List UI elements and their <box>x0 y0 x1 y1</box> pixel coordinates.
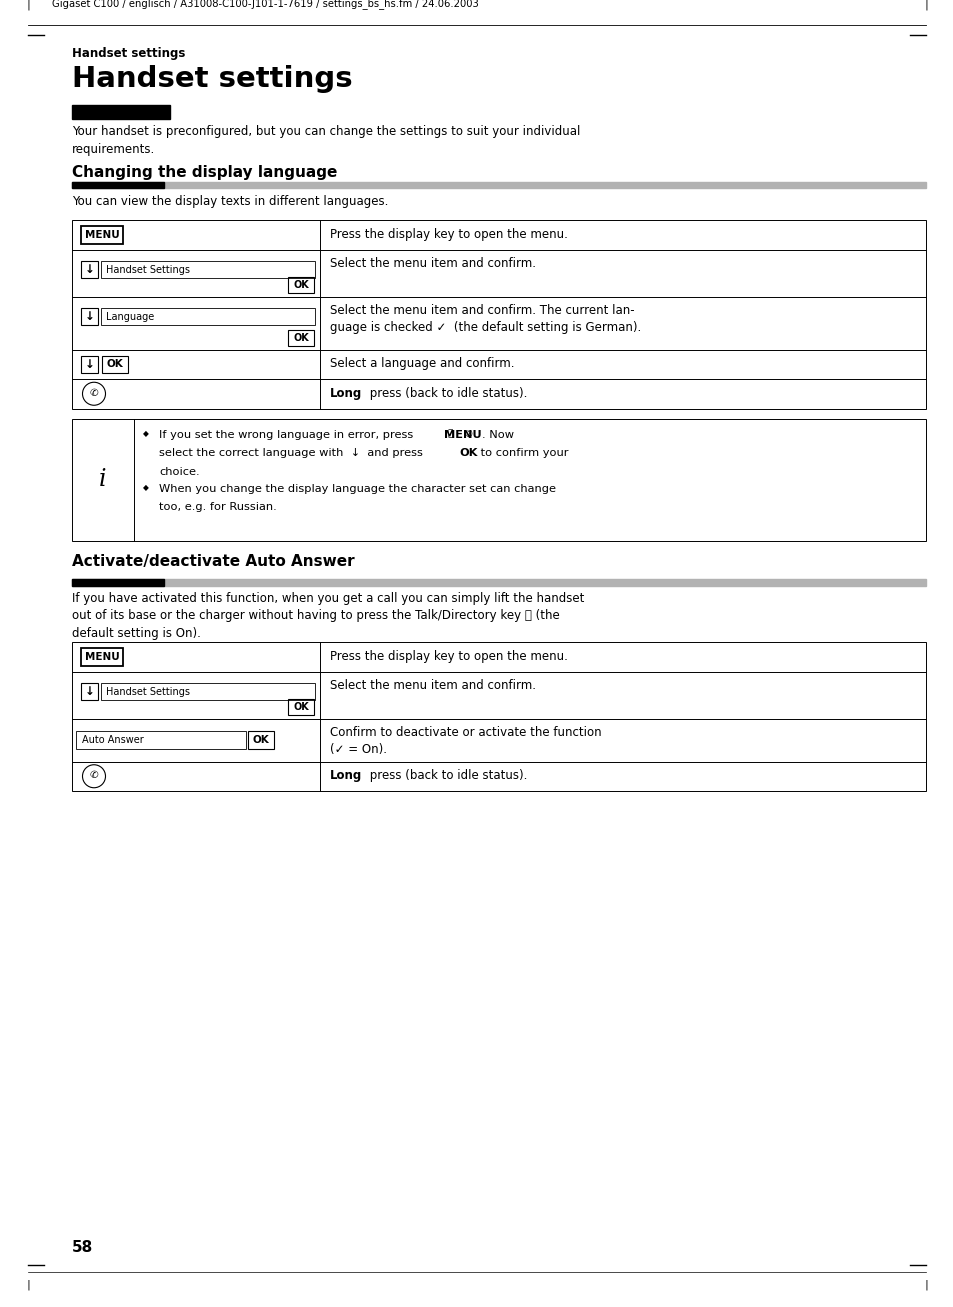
Bar <box>71 182 164 188</box>
Text: Handset Settings: Handset Settings <box>106 686 190 697</box>
Text: |: | <box>25 0 30 10</box>
Text: MENU: MENU <box>444 430 481 439</box>
Text: press (back to idle status).: press (back to idle status). <box>366 769 527 782</box>
Text: OK: OK <box>107 359 123 370</box>
Text: Handset Settings: Handset Settings <box>106 264 190 274</box>
Text: If you have activated this function, when you get a call you can simply lift the: If you have activated this function, whe… <box>71 592 584 639</box>
Bar <box>248 731 274 749</box>
Bar <box>288 329 314 345</box>
Text: Select the menu item and confirm. The current lan-
guage is checked ✓  (the defa: Select the menu item and confirm. The cu… <box>330 305 640 333</box>
Text: Press the display key to open the menu.: Press the display key to open the menu. <box>330 650 567 663</box>
Text: too, e.g. for Russian.: too, e.g. for Russian. <box>159 502 276 512</box>
Bar <box>101 684 314 701</box>
Text: OK: OK <box>293 702 309 712</box>
Bar <box>81 226 123 243</box>
Text: Select a language and confirm.: Select a language and confirm. <box>330 357 514 370</box>
Text: Select the menu item and confirm.: Select the menu item and confirm. <box>330 680 536 691</box>
Text: select the correct language with  ↓  and press: select the correct language with ↓ and p… <box>159 448 426 457</box>
Text: OK: OK <box>458 448 477 457</box>
Text: ✆: ✆ <box>90 770 98 780</box>
Text: |: | <box>923 1280 928 1290</box>
Text: MENU: MENU <box>85 230 119 239</box>
Text: ✆: ✆ <box>90 388 98 397</box>
Text: MENU: MENU <box>85 652 119 661</box>
Text: ②: ② <box>464 430 472 439</box>
Bar <box>81 356 98 372</box>
Text: ⓶: ⓶ <box>447 430 452 439</box>
Text: to confirm your: to confirm your <box>476 448 568 457</box>
Text: Auto Answer: Auto Answer <box>82 735 144 745</box>
Text: Long: Long <box>330 387 362 400</box>
Text: You can view the display texts in different languages.: You can view the display texts in differ… <box>71 195 388 208</box>
Text: Press the display key to open the menu.: Press the display key to open the menu. <box>330 227 567 240</box>
Text: Select the menu item and confirm.: Select the menu item and confirm. <box>330 257 536 271</box>
Bar <box>102 356 128 372</box>
Bar <box>71 220 925 409</box>
Text: ◆: ◆ <box>143 484 149 493</box>
Bar <box>288 277 314 293</box>
Text: ↓: ↓ <box>85 263 94 276</box>
Bar <box>71 105 170 119</box>
Bar <box>71 418 925 541</box>
Text: choice.: choice. <box>159 467 199 477</box>
Bar <box>101 308 314 325</box>
Text: ↓: ↓ <box>85 358 94 371</box>
Text: Handset settings: Handset settings <box>71 65 353 93</box>
Bar <box>71 579 925 586</box>
Text: Your handset is preconfigured, but you can change the settings to suit your indi: Your handset is preconfigured, but you c… <box>71 125 579 156</box>
Text: Gigaset C100 / englisch / A31008-C100-J101-1-7619 / settings_bs_hs.fm / 24.06.20: Gigaset C100 / englisch / A31008-C100-J1… <box>52 0 478 9</box>
Text: 58: 58 <box>71 1240 93 1255</box>
Text: OK: OK <box>293 280 309 290</box>
Text: |: | <box>25 1280 30 1290</box>
Text: Language: Language <box>106 311 154 322</box>
Bar <box>81 648 123 665</box>
Text: ◆: ◆ <box>143 430 149 439</box>
Text: Long: Long <box>330 769 362 782</box>
Bar <box>81 684 98 701</box>
Text: . Now: . Now <box>481 430 514 439</box>
Text: Handset settings: Handset settings <box>71 47 185 60</box>
Text: OK: OK <box>293 333 309 342</box>
Bar <box>76 731 246 749</box>
Bar <box>71 182 925 188</box>
Text: press (back to idle status).: press (back to idle status). <box>366 387 527 400</box>
Bar <box>81 308 98 325</box>
Text: OK: OK <box>253 735 269 745</box>
Text: ↓: ↓ <box>85 310 94 323</box>
Text: ↓: ↓ <box>85 685 94 698</box>
Bar <box>71 579 164 586</box>
Text: Confirm to deactivate or activate the function
(✓ = On).: Confirm to deactivate or activate the fu… <box>330 725 601 755</box>
Text: |: | <box>923 0 928 10</box>
Text: i: i <box>99 468 107 491</box>
Bar <box>81 261 98 278</box>
Bar <box>288 699 314 715</box>
Text: If you set the wrong language in error, press: If you set the wrong language in error, … <box>159 430 416 439</box>
Bar <box>101 261 314 278</box>
Text: Changing the display language: Changing the display language <box>71 165 337 180</box>
Bar <box>71 642 925 791</box>
Text: When you change the display language the character set can change: When you change the display language the… <box>159 484 556 494</box>
Text: Activate/deactivate Auto Answer: Activate/deactivate Auto Answer <box>71 553 355 569</box>
